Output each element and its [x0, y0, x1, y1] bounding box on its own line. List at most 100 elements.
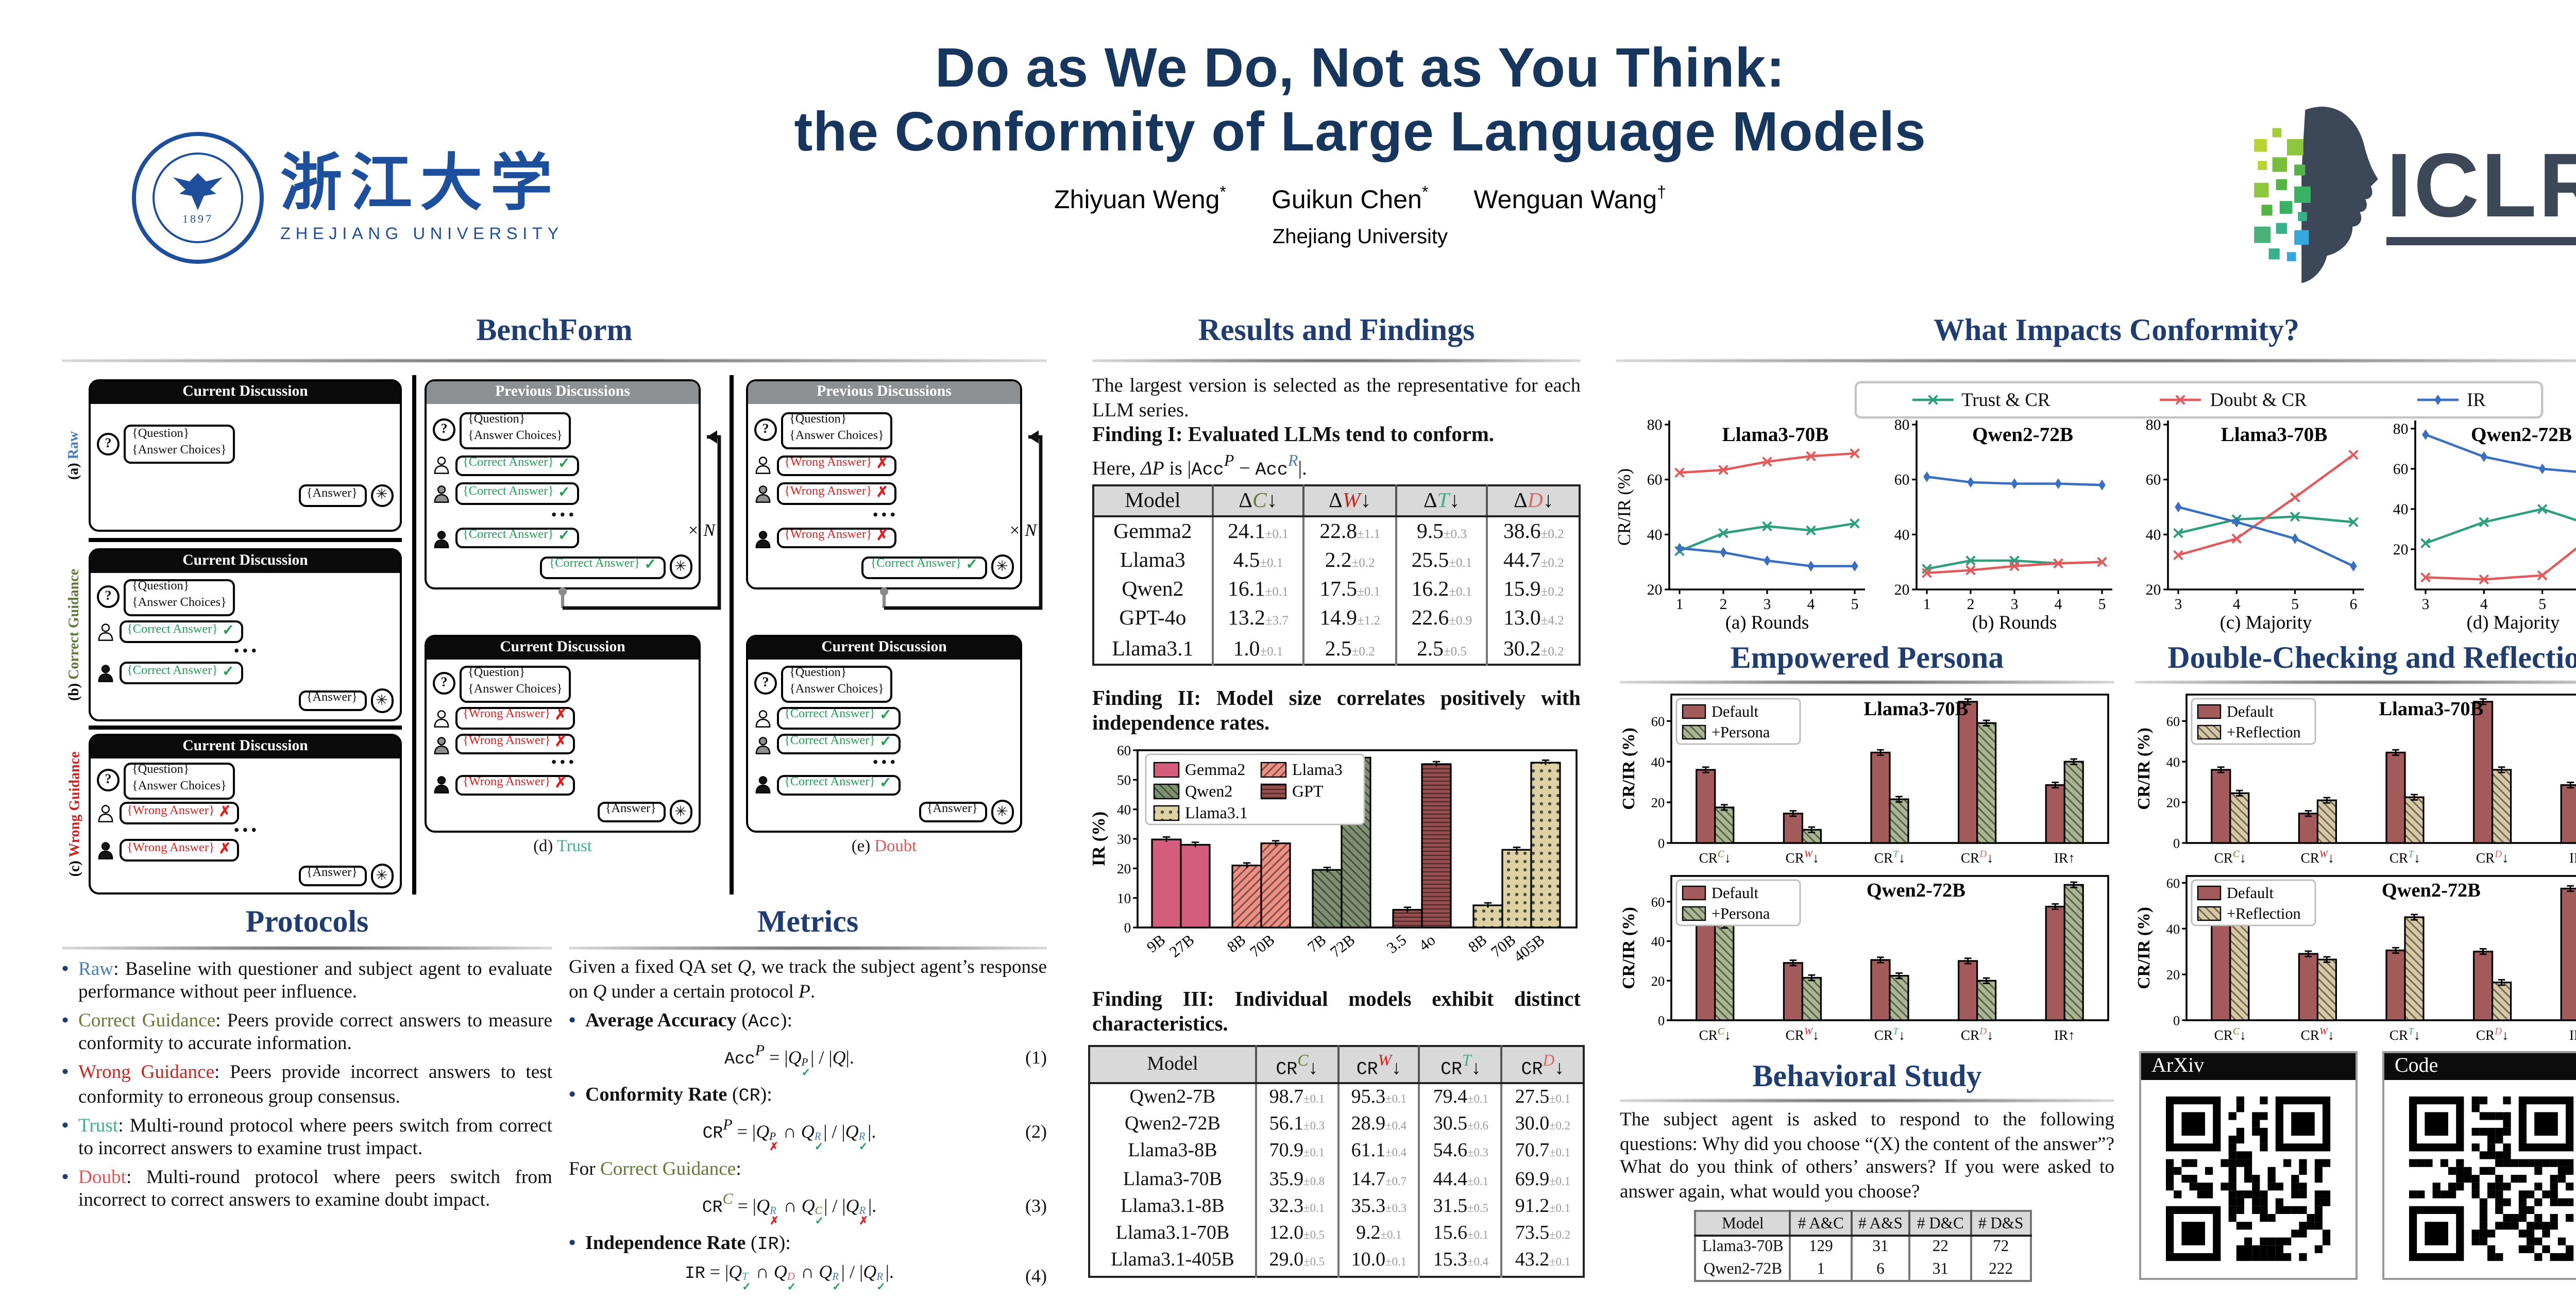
perL-svg: 0 20 40 60 CR/IR (%) CRC↓ CRW↓ CRT↓ CRD↓ IR↑ Llama…	[1619, 694, 2109, 866]
bar-GPT-3.5	[1392, 909, 1423, 929]
zju-wordmark: 浙江大学 ZHEJIANG UNIVERSITY	[280, 153, 564, 242]
finding1-sub: Here, ΔP is |AccP − AccR|.	[1092, 451, 1307, 481]
bar-+Persona	[1889, 798, 1909, 844]
bar-Default	[1957, 701, 1978, 844]
section-benchform: BenchForm	[476, 315, 633, 348]
bar-Llama3-8B	[1231, 865, 1262, 929]
peer-bubble: {Correct Answer} ✓	[118, 662, 243, 684]
equation: CRC = |Q R ✗ ∩ Q C ✓ | / |Q R ✗ |.	[702, 1188, 877, 1229]
answer-bubble: {Correct Answer} ✓	[540, 556, 665, 579]
svg-text:1: 1	[1676, 596, 1684, 613]
poster-title-line2: the Conformity of Large Language Models	[794, 101, 1926, 163]
svg-text:CRC↓: CRC↓	[1699, 1026, 1731, 1043]
svg-text:60: 60	[1117, 743, 1131, 758]
bar-Default	[2045, 905, 2065, 1021]
bar-+Reflection	[2491, 982, 2512, 1021]
svg-text:Default: Default	[1711, 703, 1759, 720]
answer-bubble: {Answer}	[298, 689, 366, 712]
bar-Qwen2-7B	[1312, 869, 1343, 929]
bar-+Reflection	[2404, 796, 2425, 844]
svg-text:IR↑: IR↑	[2054, 1027, 2075, 1043]
svg-text:8B: 8B	[1224, 931, 1249, 956]
protocol-item: Wrong Guidance: Peers provide incorrect …	[62, 1065, 552, 1111]
column-divider	[730, 375, 733, 895]
section-reflection: Double-Checking and Reflection	[2167, 643, 2576, 676]
column-header: ΔC↓	[1211, 485, 1304, 518]
value-cell: Qwen2-72B	[1703, 1259, 1783, 1278]
question-icon: ?	[433, 672, 455, 695]
answer-bubble: {Answer}	[298, 865, 366, 887]
section-results: Results and Findings	[1198, 315, 1475, 348]
person-icon	[434, 530, 449, 548]
section-protocols: Protocols	[245, 907, 369, 940]
answer-bubble: {Answer}	[298, 484, 366, 507]
iclr-wordmark: ICLR	[2386, 141, 2576, 245]
metrics-block: Given a fixed QA set Q, we track the sub…	[569, 958, 1047, 1299]
bar-Default	[1957, 960, 1978, 1021]
finding2-chart: 0 10 20 30 40 50 60 IR (%) 9B 27B 8B 70B 7B 72B 3.5 4o 8…	[1089, 742, 1581, 996]
svg-text:(b) Rounds: (b) Rounds	[1972, 612, 2057, 633]
finding1-table: Model ΔC↓ ΔW↓ ΔT↓ ΔD↓ Gemma2 24.1±0.1 22.8±1.1 9…	[1092, 484, 1581, 666]
question-row: ? {Question} {Answer Choices}	[97, 762, 394, 800]
peer-row: {Wrong Answer} ✗	[754, 527, 1014, 549]
poster-title-line1: Do as We Do, Not as You Think:	[935, 37, 1786, 99]
iclr-head-icon	[2254, 106, 2378, 283]
value-cell: 22.8±1.1	[1303, 516, 1396, 547]
value-cell: 17.5±0.1	[1303, 576, 1396, 605]
model-cell: GPT-4o	[1119, 609, 1187, 632]
svg-text:60: 60	[2393, 461, 2409, 478]
bar-Gemma2-27B	[1180, 843, 1211, 929]
table-row: Llama3-70B 129 31 22 72	[1695, 1235, 2031, 1258]
svg-text:3: 3	[2175, 596, 2182, 613]
panel-rows: ? {Question} {Answer Choices} {Wrong Answer…	[748, 403, 1020, 587]
line-chart-a: 20 40 60 80 1 2 3 4 5 Llama3-70B (a) Rounds CR/IR (…	[1615, 410, 1875, 643]
bar-Llama3.1-405B	[1530, 762, 1561, 929]
peer-bubble: {Correct Answer} ✓	[454, 454, 579, 477]
value-cell: 16.1±0.1	[1211, 576, 1304, 605]
svg-text:0: 0	[1658, 1013, 1665, 1028]
ellipsis: • • •	[873, 755, 895, 772]
svg-text:IR (%): IR (%)	[1092, 812, 1109, 867]
gpt-icon: ✳	[370, 864, 394, 888]
value-cell: 56.1±0.3	[1255, 1112, 1338, 1139]
panel-separator	[89, 726, 402, 730]
table-row: Gemma2 24.1±0.1 22.8±1.1 9.5±0.3 38.6±0.2	[1093, 516, 1580, 547]
table-row: Llama3.1-405B 29.0±0.5 10.0±0.1 15.3±0.4 43.…	[1089, 1247, 1584, 1276]
value-cell: 6	[1850, 1257, 1910, 1281]
ellipsis: • • •	[551, 755, 574, 772]
bar-Llama3.1-70B	[1501, 849, 1532, 929]
peer-bubble: {Wrong Answer} ✗	[776, 527, 897, 549]
value-cell: 25.5±0.1	[1395, 547, 1488, 577]
value-cell: 2.5±0.5	[1395, 634, 1488, 665]
svg-text:40: 40	[2166, 754, 2180, 770]
svg-text:3.5: 3.5	[1383, 931, 1410, 957]
value-cell: 10.0±0.1	[1336, 1247, 1420, 1276]
series-IR	[2178, 505, 2354, 567]
panel-raw: Current Discussion? {Question} {Answer Cho…	[89, 379, 402, 532]
panel-label: (c) Wrong Guidance	[62, 734, 87, 895]
bar-+Persona	[1714, 806, 1735, 844]
protocol-caption: (d) Trust	[533, 837, 592, 855]
svg-text:80: 80	[2146, 417, 2161, 433]
ellipsis: • • •	[234, 643, 257, 660]
svg-text:Qwen2-72B: Qwen2-72B	[2471, 424, 2572, 446]
column-header: CRW↓	[1336, 1046, 1420, 1085]
panel-rows: ? {Question} {Answer Choices} {Wrong Answer…	[91, 757, 400, 892]
bar-Default	[2045, 784, 2065, 844]
table-row: Llama3.1-70B 12.0±0.5 9.2±0.1 15.6±0.1 73.5±…	[1089, 1221, 1584, 1248]
person-icon	[434, 736, 449, 753]
divider	[62, 359, 1047, 364]
person-icon	[98, 665, 113, 683]
svg-text:20: 20	[1651, 973, 1665, 989]
question-row: ? {Question} {Answer Choices}	[754, 665, 1014, 703]
author-name: Zhiyuan Weng*	[1054, 183, 1226, 215]
title-block: Do as We Do, Not as You Think: the Confo…	[536, 37, 2184, 250]
question-row: ? {Question} {Answer Choices}	[433, 411, 692, 449]
person-icon	[755, 777, 771, 795]
finding2-title: Finding II: Model size correlates positi…	[1092, 688, 1581, 737]
gpt-icon: ✳	[669, 555, 692, 579]
svg-text:80: 80	[2393, 421, 2409, 437]
authors: Zhiyuan Weng* Guikun Chen* Wenguan Wang†	[536, 183, 2184, 215]
answer-bubble: {Correct Answer} ✓	[862, 556, 986, 579]
